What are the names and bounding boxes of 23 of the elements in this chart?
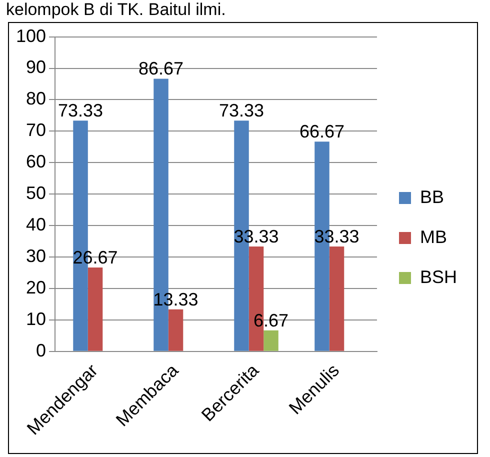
legend-label: BB [420,186,444,207]
bar [329,246,344,351]
y-tick-label: 90 [26,57,46,78]
y-tick-label: 70 [26,120,46,140]
data-label: 66.67 [299,122,345,142]
legend-label: MB [420,226,447,247]
y-tick-label: 40 [26,214,46,234]
y-tick-label: 80 [26,88,46,109]
data-label: 86.67 [138,58,184,79]
y-tick-label: 50 [26,183,46,204]
bar [88,267,103,351]
y-tick-label: 100 [16,26,46,46]
y-tick-label: 20 [26,277,46,298]
data-label: 73.33 [218,100,264,121]
y-tick-label: 10 [26,308,46,329]
y-tick-label: 60 [26,152,46,172]
bar [264,330,278,351]
bar [168,309,184,351]
y-tick-label: 0 [36,340,46,360]
legend-label: BSH [420,266,458,287]
chart-title: kelompok B di TK. Baitul ilmi. [6,0,226,20]
data-label: 73.33 [58,100,104,121]
y-tick-label: 30 [26,246,46,266]
